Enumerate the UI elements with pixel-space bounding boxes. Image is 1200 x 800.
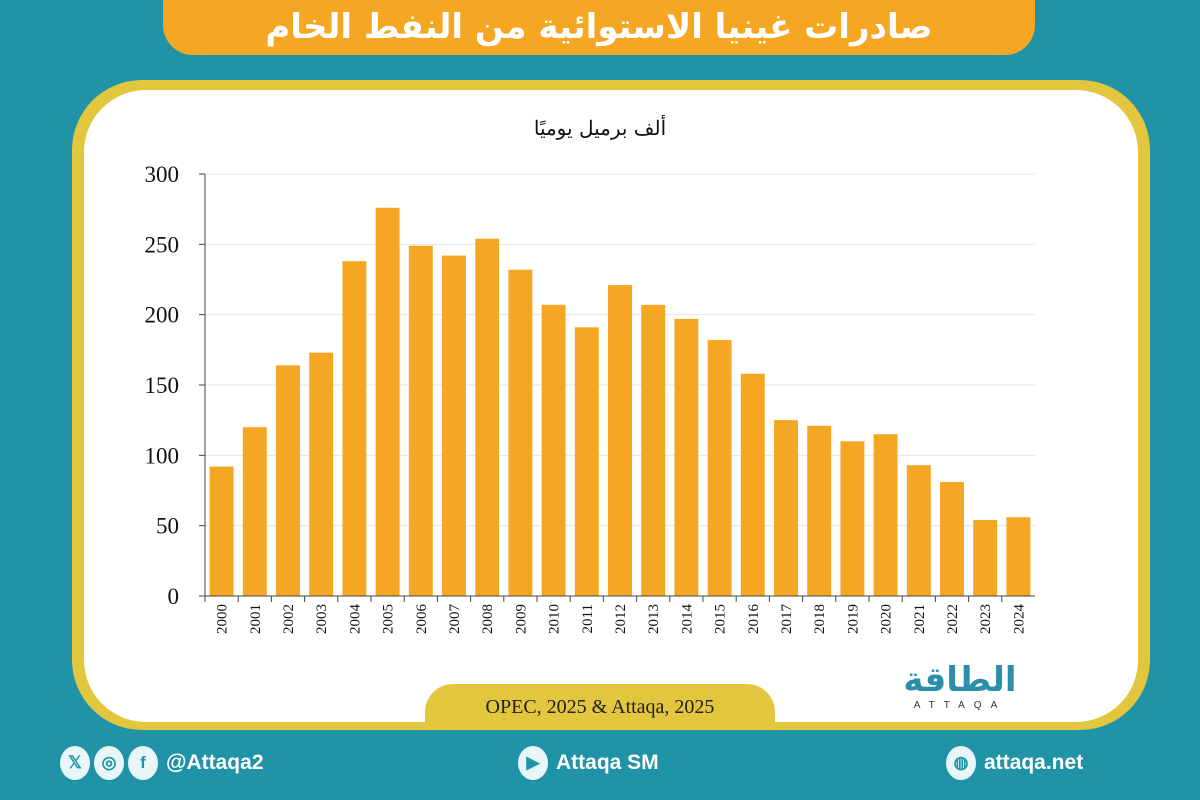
x-tick-label: 2000: [215, 604, 231, 634]
bar: [674, 318, 699, 596]
x-tick-label: 2008: [480, 604, 496, 634]
y-axis-unit: ألف برميل يوميًا: [533, 116, 667, 140]
website-label: attaqa.net: [984, 751, 1084, 774]
youtube-icon: ▶: [518, 746, 548, 780]
bar: [209, 466, 234, 596]
x-tick-label: 2013: [646, 604, 662, 634]
bar: [508, 269, 533, 596]
bar: [608, 285, 632, 596]
x-tick-label: 2007: [447, 604, 463, 635]
bar: [342, 261, 367, 596]
x-tick-label: 2012: [613, 604, 629, 634]
bar: [641, 304, 666, 596]
x-tick-label: 2005: [381, 604, 397, 634]
logo-english: ATTAQA: [913, 700, 1007, 711]
y-tick-label: 50: [156, 514, 179, 539]
source-label: OPEC, 2025 & Attaqa, 2025: [425, 684, 775, 730]
x-icon[interactable]: 𝕏: [60, 746, 90, 780]
x-tick-label: 2022: [945, 604, 961, 634]
bar: [840, 441, 865, 596]
website-link[interactable]: ◍ attaqa.net: [946, 746, 1083, 780]
x-tick-label: 2015: [713, 604, 729, 634]
y-tick-label: 200: [145, 303, 180, 328]
bar: [873, 434, 898, 596]
bar: [774, 420, 798, 596]
bar: [375, 207, 400, 596]
logo-arabic: الطاقة: [903, 660, 1017, 700]
x-tick-label: 2001: [248, 604, 264, 634]
bar: [906, 465, 931, 596]
x-tick-label: 2009: [513, 604, 529, 634]
social-links: 𝕏 ◎ f @Attaqa2: [60, 746, 264, 780]
x-tick-label: 2021: [912, 604, 928, 634]
bar: [242, 427, 267, 596]
youtube-label: Attaqa SM: [556, 751, 659, 774]
bar: [973, 520, 998, 596]
x-tick-label: 2017: [779, 604, 795, 635]
bar: [309, 352, 334, 596]
y-tick-label: 150: [145, 373, 180, 398]
bar: [276, 365, 300, 596]
bar: [940, 482, 964, 596]
x-tick-label: 2011: [580, 604, 596, 633]
bar: [740, 373, 765, 596]
facebook-icon[interactable]: f: [128, 746, 158, 780]
x-tick-label: 2018: [812, 604, 828, 634]
x-tick-label: 2023: [978, 604, 994, 634]
bar: [475, 238, 500, 596]
x-tick-label: 2002: [281, 604, 297, 634]
bar: [707, 339, 732, 596]
bar: [574, 327, 599, 596]
x-tick-label: 2016: [746, 604, 762, 635]
x-tick-label: 2014: [679, 604, 695, 635]
bar: [1006, 517, 1031, 596]
x-tick-label: 2003: [314, 604, 330, 634]
x-tick-label: 2006: [414, 604, 430, 635]
y-tick-label: 100: [145, 443, 180, 468]
x-tick-label: 2020: [879, 604, 895, 634]
x-tick-label: 2019: [845, 604, 861, 634]
y-tick-label: 250: [145, 232, 180, 257]
x-tick-label: 2024: [1011, 604, 1027, 635]
y-tick-label: 0: [168, 584, 180, 609]
globe-icon: ◍: [946, 746, 976, 780]
youtube-link[interactable]: ▶ Attaqa SM: [518, 746, 659, 780]
chart-title: صادرات غينيا الاستوائية من النفط الخام: [265, 7, 933, 47]
title-banner: صادرات غينيا الاستوائية من النفط الخام: [163, 0, 1035, 55]
instagram-icon[interactable]: ◎: [94, 746, 124, 780]
bar: [541, 304, 566, 596]
social-handle[interactable]: @Attaqa2: [166, 751, 264, 774]
bar: [408, 245, 433, 597]
y-tick-label: 300: [145, 162, 180, 187]
x-tick-label: 2010: [547, 604, 563, 634]
bar: [442, 255, 466, 596]
x-tick-label: 2004: [347, 604, 363, 635]
attaqa-logo: الطاقة ATTAQA: [870, 660, 1050, 720]
bar: [807, 425, 832, 596]
